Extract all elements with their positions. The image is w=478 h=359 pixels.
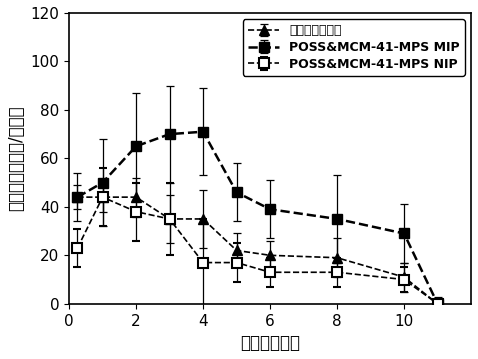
Y-axis label: 血药浓度（纳克/毫升）: 血药浓度（纳克/毫升） (7, 106, 25, 211)
Legend: 卡培他滨商品药, POSS&MCM-41-MPS MIP, POSS&MCM-41-MPS NIP: 卡培他滨商品药, POSS&MCM-41-MPS MIP, POSS&MCM-4… (243, 19, 465, 76)
X-axis label: 时间（小时）: 时间（小时） (240, 334, 300, 352)
